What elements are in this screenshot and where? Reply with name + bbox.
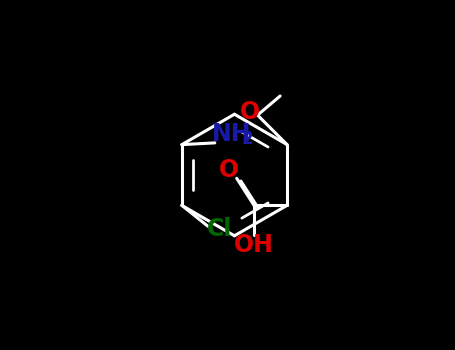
Text: O: O xyxy=(240,100,260,124)
Text: OH: OH xyxy=(233,233,273,257)
Text: 2: 2 xyxy=(242,131,253,148)
Text: O: O xyxy=(219,158,239,182)
Text: Cl: Cl xyxy=(207,217,232,241)
Text: NH: NH xyxy=(212,122,251,146)
